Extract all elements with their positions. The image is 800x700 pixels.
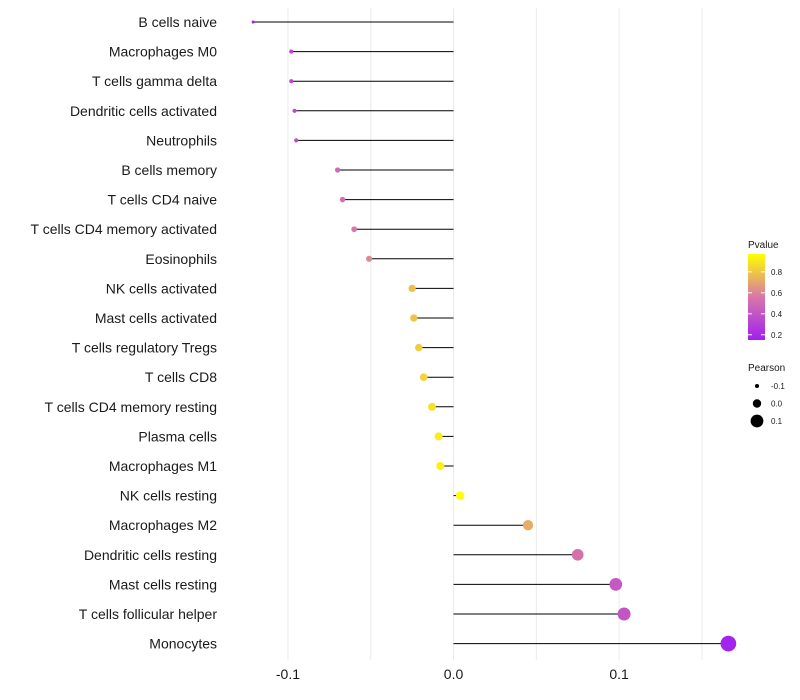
category-label: B cells naive	[138, 14, 217, 30]
legend-pearson-dot	[750, 414, 764, 428]
category-label: Plasma cells	[138, 428, 217, 444]
x-tick-label: -0.1	[276, 666, 300, 682]
category-label: Eosinophils	[145, 251, 217, 267]
lollipop-point	[289, 49, 294, 54]
category-label: Monocytes	[149, 636, 217, 652]
category-label: NK cells activated	[106, 280, 217, 296]
lollipop-point	[571, 548, 584, 561]
category-label: B cells memory	[121, 162, 217, 178]
legend-pvalue-title: Pvalue	[748, 240, 779, 251]
legend-pearson-title: Pearson	[748, 363, 785, 374]
lollipop-point	[339, 196, 346, 203]
category-label: Dendritic cells resting	[84, 547, 217, 563]
category-label: Macrophages M2	[109, 517, 217, 533]
lollipop-point	[410, 314, 418, 322]
category-label: T cells follicular helper	[79, 606, 218, 622]
category-label: T cells gamma delta	[92, 73, 217, 89]
legend-pearson-label: 0.1	[771, 417, 783, 426]
category-label: Macrophages M0	[109, 44, 217, 60]
lollipop-point	[251, 20, 255, 24]
legend-pvalue-ticks: 0.8 0.6 0.4 0.2	[748, 268, 783, 340]
lollipop-point	[522, 520, 534, 531]
lollipop-point	[408, 284, 416, 293]
lollipop-point	[292, 108, 297, 113]
lollipop-point	[609, 578, 623, 591]
lollipop-point	[434, 432, 443, 441]
category-label: Dendritic cells activated	[70, 103, 217, 119]
legend-pvalue-tick-label: 0.2	[771, 331, 783, 340]
category-label: T cells CD8	[145, 369, 217, 385]
lollipop-point	[436, 461, 445, 471]
category-label: Mast cells activated	[95, 310, 217, 326]
category-label: T cells CD4 memory resting	[45, 399, 217, 415]
lollipop-point	[294, 138, 299, 143]
category-label: Mast cells resting	[109, 576, 217, 592]
category-labels: B cells naive Macrophages M0 T cells gamma…	[31, 14, 218, 652]
lollipop-point	[428, 402, 436, 411]
stick-layer	[253, 21, 729, 645]
x-axis-ticks: -0.1 0.0 0.1	[276, 666, 629, 682]
legend-pearson-label: -0.1	[771, 382, 785, 391]
category-label: Macrophages M1	[109, 458, 217, 474]
legend-pearson-entries: -0.1 0.0 0.1	[750, 382, 785, 428]
legend-pvalue-tick-label: 0.4	[771, 310, 783, 319]
legend-pearson-label: 0.0	[771, 400, 783, 409]
legend-pvalue-tick-label: 0.6	[771, 289, 783, 298]
lollipop-point	[617, 607, 631, 621]
legend-pvalue-tick-label: 0.8	[771, 268, 783, 277]
legend-pearson: Pearson -0.1 0.0 0.1	[748, 363, 785, 428]
legend-pvalue-colorbar	[748, 254, 765, 340]
category-label: Neutrophils	[146, 132, 217, 148]
point-layer	[251, 20, 737, 652]
legend-pearson-dot	[752, 399, 762, 408]
lollipop-point	[351, 226, 358, 233]
legend-pearson-dot	[755, 384, 759, 388]
grid-layer	[287, 8, 703, 660]
lollipop-point	[720, 635, 737, 652]
lollipop-point	[415, 343, 423, 352]
category-label: T cells CD4 naive	[108, 192, 218, 208]
category-label: NK cells resting	[120, 488, 217, 504]
lollipop-point	[366, 255, 373, 262]
lollipop-point	[334, 167, 341, 173]
x-tick-label: 0.1	[609, 666, 629, 682]
category-label: T cells CD4 memory activated	[31, 221, 217, 237]
x-tick-label: 0.0	[444, 666, 464, 682]
lollipop-point	[289, 79, 294, 84]
lollipop-point	[455, 491, 465, 500]
legend-pvalue: Pvalue 0.8 0.6 0.4 0.2	[748, 240, 783, 340]
lollipop-point	[419, 373, 428, 382]
category-label: T cells regulatory Tregs	[72, 340, 217, 356]
